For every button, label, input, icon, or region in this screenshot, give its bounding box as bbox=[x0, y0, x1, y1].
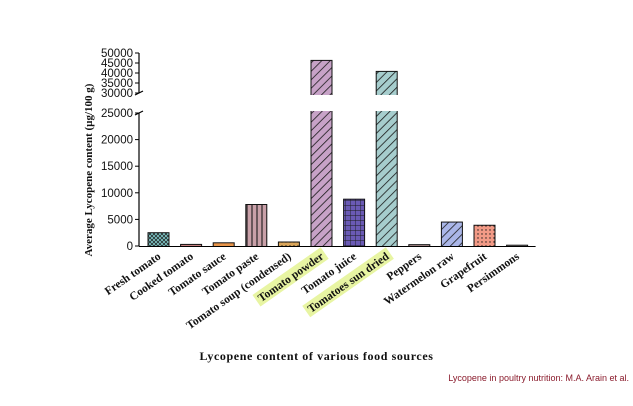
y-axis bbox=[134, 52, 536, 247]
bar bbox=[343, 198, 366, 248]
label-highlight bbox=[302, 247, 394, 318]
y-tick-label: 50000 bbox=[101, 48, 133, 60]
y-tick-label: 15000 bbox=[101, 161, 133, 173]
bar-break-gap bbox=[310, 95, 333, 111]
bar bbox=[310, 59, 333, 248]
label-highlight bbox=[252, 247, 329, 307]
bar-pattern bbox=[474, 225, 495, 247]
bar-fill bbox=[213, 242, 235, 247]
y-tick-labels: 0 5000 10000 15000 20000 25000 300003500040000… bbox=[101, 48, 133, 253]
bar-pattern bbox=[311, 60, 332, 247]
y-tick-label: 30000 bbox=[101, 88, 133, 100]
bar-series bbox=[147, 59, 529, 248]
y-tick-label: 20000 bbox=[101, 135, 133, 147]
bar-pattern bbox=[278, 242, 300, 247]
bar bbox=[440, 221, 463, 247]
y-tick-label: 25000 bbox=[101, 108, 133, 120]
label-highlights bbox=[252, 247, 394, 318]
bar-pattern bbox=[376, 71, 398, 247]
bar bbox=[147, 232, 170, 247]
bar bbox=[212, 242, 235, 247]
bar bbox=[277, 241, 300, 247]
y-tick-label: 5000 bbox=[107, 214, 133, 226]
y-axis-title: Average Lycopene content (µg/100 g) bbox=[83, 83, 95, 256]
y-tick-label: 10000 bbox=[101, 188, 133, 200]
bar-pattern bbox=[441, 222, 463, 247]
y-tick-label: 0 bbox=[127, 241, 133, 253]
bar-pattern bbox=[245, 204, 267, 247]
bar-break-gap bbox=[375, 95, 399, 111]
bar-fill bbox=[408, 244, 430, 247]
chart-caption: Lycopene content of various food sources bbox=[199, 349, 434, 363]
bar-pattern bbox=[343, 199, 365, 247]
bar-pattern bbox=[148, 232, 169, 247]
bar bbox=[473, 224, 496, 247]
bar-fill bbox=[506, 245, 528, 247]
y-tick-label: 40000 bbox=[101, 68, 133, 80]
source-credit: Lycopene in poultry nutrition: M.A. Arai… bbox=[448, 373, 629, 383]
bar bbox=[375, 70, 399, 248]
bar-fill bbox=[180, 244, 202, 247]
y-tick-label: 35000 bbox=[101, 78, 133, 90]
y-tick-label: 45000 bbox=[101, 58, 133, 70]
bar bbox=[245, 204, 268, 247]
